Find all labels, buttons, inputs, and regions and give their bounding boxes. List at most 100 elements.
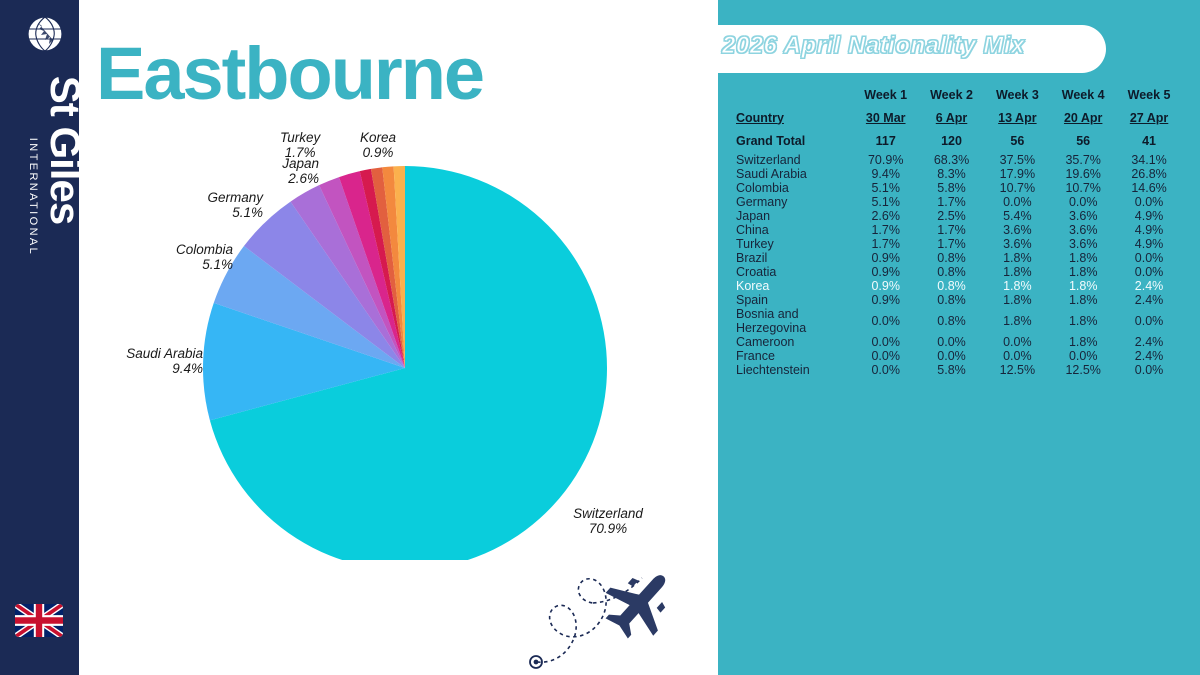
row-value-week-1: 0.0% xyxy=(871,349,900,363)
table-row[interactable]: Saudi Arabia 9.4% 8.3% 17.9% 19.6% 26.8% xyxy=(736,167,1182,181)
pie-chart: Turkey 1.7% Korea 0.9% Japan 2.6% German… xyxy=(85,120,715,560)
row-value-week-1: 1.7% xyxy=(871,223,900,237)
trail-tail-icon xyxy=(592,577,643,604)
row-value-week-2: 8.3% xyxy=(937,167,966,181)
pie-slice-japan[interactable] xyxy=(290,185,405,368)
row-country: Brazil xyxy=(736,251,768,265)
header-week-4: Week 4 xyxy=(1061,88,1105,102)
row-value-week-2: 0.8% xyxy=(937,279,966,293)
row-value-week-3: 1.8% xyxy=(1003,279,1032,293)
pie-slice-colombia[interactable] xyxy=(213,246,405,368)
row-value-week-5: 0.0% xyxy=(1134,265,1164,279)
table-row[interactable]: Colombia 5.1% 5.8% 10.7% 10.7% 14.6% xyxy=(736,181,1182,195)
row-value-week-4: 1.8% xyxy=(1068,279,1098,293)
pie-slice-brazil[interactable] xyxy=(359,168,405,368)
row-value-week-2: 68.3% xyxy=(933,153,970,167)
panel-title: 2026 April Nationality Mix xyxy=(722,32,1025,60)
row-value-week-3: 0.0% xyxy=(1003,195,1032,209)
row-value-week-4: 3.6% xyxy=(1068,237,1098,251)
header-country[interactable]: Country xyxy=(736,110,784,125)
row-value-week-4: 3.6% xyxy=(1068,209,1098,223)
row-value-week-2: 2.5% xyxy=(937,209,966,223)
table-header-dates: Country 30 Mar 6 Apr 13 Apr 20 Apr 27 Ap… xyxy=(736,106,1182,129)
origin-dot-center-icon xyxy=(533,659,539,665)
row-value-week-4: 1.8% xyxy=(1068,293,1098,307)
row-value-week-4: 1.8% xyxy=(1068,335,1098,349)
row-value-week-3: 3.6% xyxy=(1003,223,1032,237)
table-row[interactable]: France 0.0% 0.0% 0.0% 0.0% 2.4% xyxy=(736,349,1182,363)
table-row[interactable]: Germany 5.1% 1.7% 0.0% 0.0% 0.0% xyxy=(736,195,1182,209)
row-value-week-5: 14.6% xyxy=(1131,181,1167,195)
row-value-week-4: 1.8% xyxy=(1068,314,1098,328)
pie-slice-korea[interactable] xyxy=(382,166,405,368)
row-value-week-4: 19.6% xyxy=(1065,167,1101,181)
row-value-week-5: 0.0% xyxy=(1134,251,1164,265)
row-value-week-1: 0.9% xyxy=(871,251,900,265)
row-value-week-2: 1.7% xyxy=(937,223,966,237)
table-row[interactable]: Japan 2.6% 2.5% 5.4% 3.6% 4.9% xyxy=(736,209,1182,223)
header-week-5: Week 5 xyxy=(1127,88,1171,102)
row-country: Cameroon xyxy=(736,335,795,349)
pie-slice-saudi-arabia[interactable] xyxy=(203,302,405,421)
header-date-27-apr[interactable]: 27 Apr xyxy=(1129,110,1169,125)
row-value-week-1: 9.4% xyxy=(871,167,900,181)
pie-slice-turkey[interactable] xyxy=(339,171,405,368)
row-value-week-4: 3.6% xyxy=(1068,223,1098,237)
pie-slice-switzerland[interactable] xyxy=(209,166,607,560)
table-row[interactable]: Spain 0.9% 0.8% 1.8% 1.8% 2.4% xyxy=(736,293,1182,307)
row-country: China xyxy=(736,223,769,237)
table-row[interactable]: Croatia 0.9% 0.8% 1.8% 1.8% 0.0% xyxy=(736,265,1182,279)
pie-slice-spain[interactable] xyxy=(393,166,405,368)
header-week-2: Week 2 xyxy=(930,88,973,102)
table-row[interactable]: Brazil 0.9% 0.8% 1.8% 1.8% 0.0% xyxy=(736,251,1182,265)
row-value-week-5: 0.0% xyxy=(1134,363,1164,377)
brand-name: St Giles xyxy=(42,75,89,225)
row-value-week-1: 0.9% xyxy=(871,293,900,307)
row-value-week-2: 0.8% xyxy=(937,265,966,279)
row-value-week-1: 5.1% xyxy=(871,181,900,195)
header-week-blank xyxy=(736,84,853,106)
header-week-3: Week 3 xyxy=(995,88,1039,102)
grand-total-w5: 41 xyxy=(1142,134,1156,148)
row-value-week-5: 2.4% xyxy=(1134,279,1164,293)
pie-slice-germany[interactable] xyxy=(243,201,405,368)
table-row[interactable]: Liechtenstein 0.0% 5.8% 12.5% 12.5% 0.0% xyxy=(736,363,1182,377)
row-value-week-4: 0.0% xyxy=(1068,195,1098,209)
header-date-6-apr[interactable]: 6 Apr xyxy=(935,110,968,125)
brand-sidebar: St Giles INTERNATIONAL xyxy=(0,0,89,675)
row-country: Germany xyxy=(736,195,788,209)
table-row[interactable]: Bosnia and Herzegovina 0.0% 0.8% 1.8% 1.8% 0.… xyxy=(736,307,1182,335)
row-value-week-2: 0.8% xyxy=(937,293,966,307)
row-value-week-1: 1.7% xyxy=(871,237,900,251)
header-date-20-apr[interactable]: 20 Apr xyxy=(1063,110,1103,125)
row-value-week-3: 1.8% xyxy=(1003,265,1032,279)
table-row[interactable]: Turkey 1.7% 1.7% 3.6% 3.6% 4.9% xyxy=(736,237,1182,251)
row-value-week-3: 0.0% xyxy=(1003,335,1032,349)
pie-chart-svg xyxy=(203,166,607,560)
row-value-week-4: 12.5% xyxy=(1065,363,1101,377)
row-value-week-5: 4.9% xyxy=(1134,223,1164,237)
row-value-week-5: 26.8% xyxy=(1131,167,1167,181)
row-country: Japan xyxy=(736,209,771,223)
pie-label-korea: Korea 0.9% xyxy=(360,130,397,160)
pie-slice-croatia[interactable] xyxy=(370,167,405,368)
table-row[interactable]: Cameroon 0.0% 0.0% 0.0% 1.8% 2.4% xyxy=(736,335,1182,349)
nationality-table: Week 1 Week 2 Week 3 Week 4 Week 5 Count… xyxy=(736,84,1182,377)
pie-label-colombia: Colombia 5.1% xyxy=(175,242,233,272)
header-date-30-mar[interactable]: 30 Mar xyxy=(865,110,906,125)
grand-total-row: Grand Total 117 120 56 56 41 xyxy=(736,129,1182,153)
table-row[interactable]: Korea 0.9% 0.8% 1.8% 1.8% 2.4% xyxy=(736,279,1182,293)
airplane-illustration xyxy=(529,575,666,669)
table-row[interactable]: China 1.7% 1.7% 3.6% 3.6% 4.9% xyxy=(736,223,1182,237)
table-row[interactable]: Switzerland 70.9% 68.3% 37.5% 35.7% 34.1% xyxy=(736,153,1182,167)
row-value-week-4: 10.7% xyxy=(1065,181,1101,195)
brand-subtitle: INTERNATIONAL xyxy=(27,137,39,257)
row-value-week-3: 0.0% xyxy=(1003,349,1032,363)
row-country: Korea xyxy=(736,279,770,293)
row-value-week-1: 0.0% xyxy=(871,363,900,377)
row-value-week-2: 0.8% xyxy=(937,251,966,265)
pie-slice-china[interactable] xyxy=(319,177,405,368)
pie-label-switzerland: Switzerland 70.9% xyxy=(573,506,643,536)
row-value-week-4: 1.8% xyxy=(1068,265,1098,279)
header-date-13-apr[interactable]: 13 Apr xyxy=(998,110,1037,125)
